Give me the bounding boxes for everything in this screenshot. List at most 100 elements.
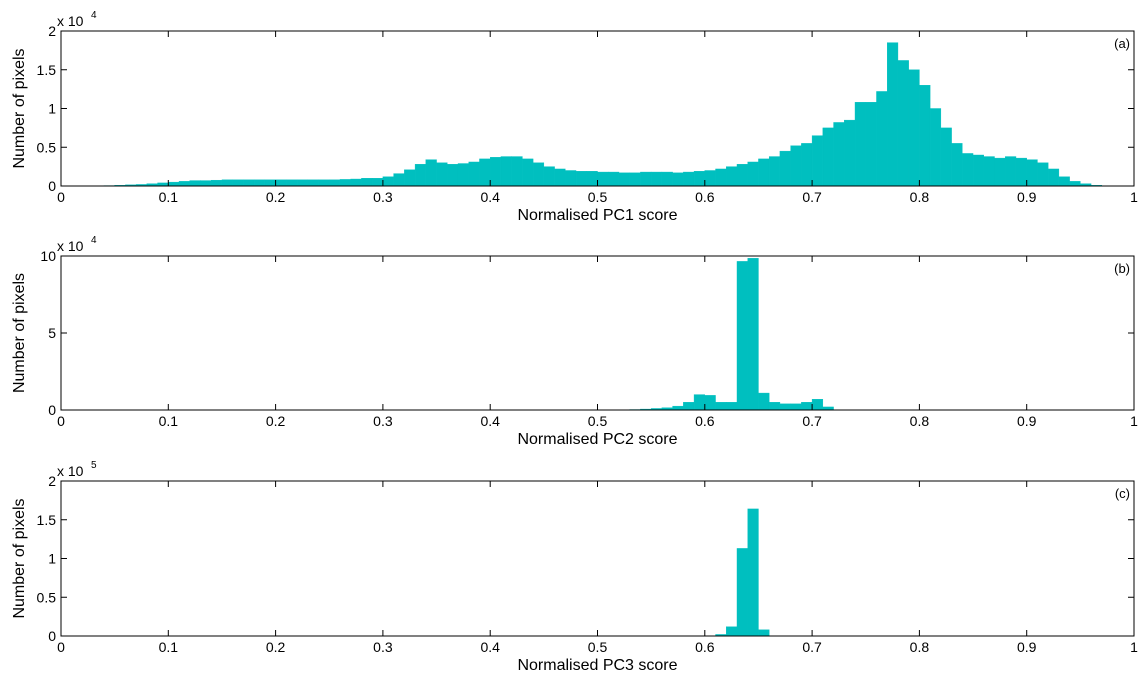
histogram-bar xyxy=(500,156,512,187)
x-tick-label: 1 xyxy=(1130,413,1138,429)
histogram-bar xyxy=(447,164,459,187)
x-tick-label: 0.3 xyxy=(373,413,393,429)
x-tick-label: 0.5 xyxy=(588,189,608,205)
histogram-bar xyxy=(1015,157,1027,187)
x-tick-label: 0.4 xyxy=(480,413,500,429)
y-tick-label: 0.5 xyxy=(37,139,57,155)
histogram-bar xyxy=(597,171,609,187)
histogram-bar xyxy=(747,161,759,187)
histogram-bar xyxy=(1037,162,1049,187)
x-tick-label: 0 xyxy=(57,413,65,429)
y-multiplier: x 10 xyxy=(57,463,84,479)
histogram-bar xyxy=(736,164,748,187)
histogram-bar xyxy=(436,162,448,187)
histogram-bar xyxy=(575,171,587,187)
x-tick-label: 0.9 xyxy=(1017,189,1037,205)
histogram-bar xyxy=(758,158,770,187)
histogram-bar xyxy=(329,179,341,187)
histogram-bar xyxy=(747,258,759,411)
histogram-bar xyxy=(640,171,652,187)
y-multiplier-exponent: 5 xyxy=(91,460,97,471)
x-tick-label: 0.8 xyxy=(910,639,930,655)
histogram-bar xyxy=(565,170,577,187)
x-tick-label: 0 xyxy=(57,639,65,655)
y-tick-label: 10 xyxy=(40,248,56,264)
histogram-bar xyxy=(887,42,899,187)
panel-c: 0 0.1 0.2 0.3 0.4 0.5 0.6 0.7 0.8 0.9 1 0 0.5 1 1.5 2x … xyxy=(11,460,1138,674)
histogram-bar xyxy=(994,157,1006,187)
histogram-bar xyxy=(661,171,673,187)
x-tick-label: 0 xyxy=(57,189,65,205)
histogram-bar xyxy=(779,403,791,411)
histogram-bar xyxy=(715,402,727,411)
histogram-bar xyxy=(371,178,384,187)
histogram-bar xyxy=(768,156,781,187)
x-tick-label: 0.2 xyxy=(266,189,286,205)
histogram-bar xyxy=(693,171,706,187)
histogram-bar xyxy=(897,60,909,187)
histogram-bar xyxy=(715,168,727,187)
histogram-bar xyxy=(726,402,738,411)
y-axis-label: Number of pixels xyxy=(11,498,28,618)
histogram-bar xyxy=(168,181,180,187)
y-tick-label: 1.5 xyxy=(37,62,57,78)
histogram-bar xyxy=(457,163,469,187)
histogram-bar xyxy=(1069,181,1081,187)
histogram-bar xyxy=(361,178,373,187)
x-tick-label: 0.6 xyxy=(695,413,715,429)
x-tick-label: 0.6 xyxy=(695,189,715,205)
histogram-bar xyxy=(629,172,641,187)
panel-label: (b) xyxy=(1114,261,1130,276)
x-tick-label: 0.7 xyxy=(802,189,822,205)
histogram-bar xyxy=(726,626,738,637)
y-tick-label: 5 xyxy=(48,325,56,341)
histogram-bar xyxy=(758,392,770,411)
histogram-bar xyxy=(962,153,974,187)
histogram-bar xyxy=(672,405,684,411)
histogram-bar xyxy=(264,179,276,187)
histogram-bar xyxy=(189,180,201,187)
histogram-bar xyxy=(1058,176,1070,187)
histogram-bar xyxy=(972,154,984,187)
histogram-bar xyxy=(511,156,523,187)
x-tick-label: 0.3 xyxy=(373,189,393,205)
histogram-bar xyxy=(736,548,748,637)
histogram-bar xyxy=(414,164,427,187)
y-axis-label: Number of pixels xyxy=(11,273,28,393)
y-tick-label: 2 xyxy=(48,23,56,39)
x-tick-label: 0.8 xyxy=(910,413,930,429)
x-tick-label: 0.7 xyxy=(802,639,822,655)
histogram-bar xyxy=(693,394,706,411)
histogram-bar xyxy=(307,179,319,187)
histogram-bar xyxy=(490,157,502,187)
histogram-bar xyxy=(822,127,834,187)
y-tick-label: 1 xyxy=(48,101,56,117)
histogram-bar xyxy=(1026,159,1038,187)
x-tick-label: 0.1 xyxy=(159,189,179,205)
histogram-bar xyxy=(758,629,770,637)
x-tick-label: 0.2 xyxy=(266,639,286,655)
y-tick-label: 1 xyxy=(48,551,56,567)
x-tick-label: 1 xyxy=(1130,189,1138,205)
histogram-bar xyxy=(350,178,362,187)
axes-frame xyxy=(60,30,1135,187)
histogram-bar xyxy=(704,395,716,411)
histogram-bar xyxy=(522,158,534,187)
panel-a: 0 0.1 0.2 0.3 0.4 0.5 0.6 0.7 0.8 0.9 1 0 0.5 1 1.5 2x … xyxy=(11,10,1138,224)
histogram-bar xyxy=(929,108,942,187)
histogram-bar xyxy=(876,91,888,187)
y-tick-label: 0 xyxy=(48,402,56,418)
histogram-bar xyxy=(425,159,437,187)
x-tick-label: 1 xyxy=(1130,639,1138,655)
histogram-bar xyxy=(532,162,545,187)
plot-area xyxy=(61,256,1134,410)
histogram-bar xyxy=(779,150,791,187)
y-multiplier-exponent: 4 xyxy=(91,235,97,246)
y-tick-label: 0.5 xyxy=(37,589,57,605)
x-tick-label: 0.1 xyxy=(159,413,179,429)
histogram-bar xyxy=(704,170,716,187)
histogram-bar xyxy=(586,171,598,187)
histogram-bar xyxy=(983,156,995,187)
histogram-bar xyxy=(940,127,952,187)
x-axis-label: Normalised PC2 score xyxy=(517,431,677,448)
